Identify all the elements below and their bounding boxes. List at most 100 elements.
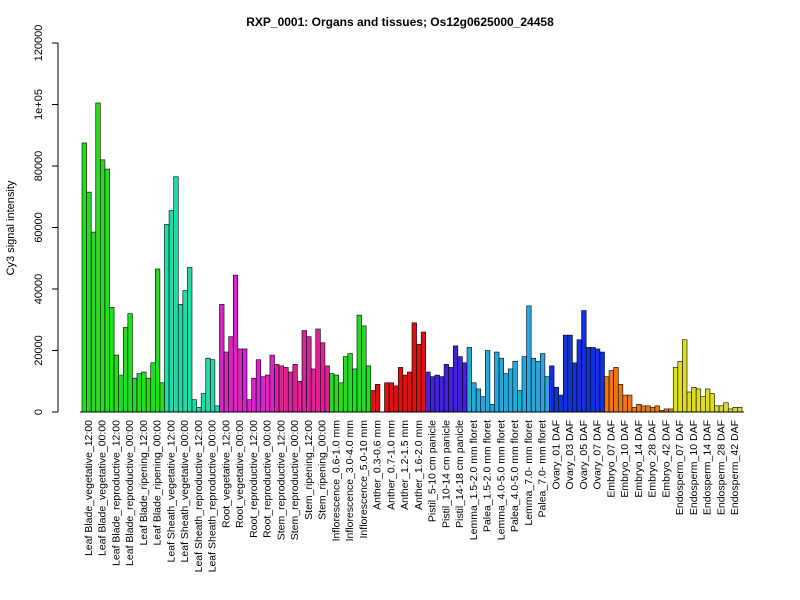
bar xyxy=(150,362,156,413)
bar xyxy=(173,176,179,413)
bar xyxy=(530,357,537,413)
bar xyxy=(407,371,413,413)
bar xyxy=(283,367,289,413)
bar xyxy=(219,304,225,413)
bar xyxy=(370,390,376,413)
x-tick-label: Ovary_05 DAF xyxy=(578,420,590,489)
x-tick-label: Pistil_5-10 cm panicle xyxy=(427,420,439,522)
bar xyxy=(90,231,97,413)
bar xyxy=(700,396,706,413)
bar xyxy=(136,373,142,413)
bar xyxy=(576,339,582,413)
bar xyxy=(306,336,312,413)
bar xyxy=(292,364,298,413)
bar xyxy=(654,405,660,413)
bar xyxy=(540,353,546,413)
x-tick-label: Lemma_1.5-2.0 mm floret xyxy=(468,420,480,540)
y-tick-label: 40000 xyxy=(33,274,45,305)
bar xyxy=(645,405,651,413)
bar xyxy=(274,364,280,413)
bar xyxy=(521,356,527,413)
bar xyxy=(228,336,234,413)
x-tick-label: Endosperm_42 DAF xyxy=(729,420,741,515)
bar xyxy=(361,325,367,413)
bar xyxy=(443,364,449,413)
x-tick-label: Leaf Sheath_vegetative_00:00 xyxy=(179,420,191,563)
bar xyxy=(132,377,138,413)
x-tick-label: Lemma_4.0-5.0 mm floret xyxy=(495,420,507,540)
y-tick-label: 60000 xyxy=(33,212,45,243)
x-tick-label: Leaf Sheath_reproductive_12:00 xyxy=(193,420,205,573)
bar xyxy=(232,274,239,413)
x-tick-label: Palea_7.0- mm floret xyxy=(537,420,549,518)
bar xyxy=(544,376,550,413)
bar xyxy=(315,328,321,413)
x-tick-label: Pistil_10-14 cm panicle xyxy=(440,420,452,528)
bar xyxy=(159,382,165,413)
bar xyxy=(205,357,211,413)
bar xyxy=(118,374,124,413)
x-tick-label: Lemma_7.0- mm floret xyxy=(523,420,535,526)
bar xyxy=(342,356,349,413)
bar xyxy=(200,393,207,413)
bar xyxy=(320,342,326,413)
bar xyxy=(168,210,174,413)
bar xyxy=(466,347,472,413)
bar xyxy=(631,407,637,413)
bar xyxy=(223,351,229,413)
bar xyxy=(549,365,555,413)
x-tick-label: Leaf Blade_vegetative_12:00 xyxy=(83,420,95,556)
bar xyxy=(141,371,147,413)
y-axis-label: Cy3 signal intensity xyxy=(5,180,17,275)
bar xyxy=(517,390,523,413)
bar xyxy=(265,374,271,413)
x-tick-label: Stem_reproductive_12:00 xyxy=(275,420,287,540)
x-tick-label: Root_reproductive_12:00 xyxy=(248,420,260,538)
bar xyxy=(430,376,436,413)
bar xyxy=(686,391,692,413)
bar xyxy=(494,351,500,413)
y-tick-label: 0 xyxy=(33,409,45,415)
bar xyxy=(191,399,197,413)
bar xyxy=(127,313,133,413)
bar xyxy=(590,347,596,413)
x-tick-label: Anther_0.7-1.0 mm xyxy=(385,420,397,510)
x-tick-label: Leaf Blade_reproductive_12:00 xyxy=(110,420,122,566)
bar xyxy=(416,344,422,413)
bar xyxy=(425,371,431,413)
x-tick-label: Leaf Blade_ripening_00:00 xyxy=(152,420,164,546)
bar xyxy=(682,339,688,413)
bar xyxy=(187,267,193,413)
bar xyxy=(397,367,404,413)
x-tick-label: Stem_ripening_00:00 xyxy=(317,420,329,520)
bar xyxy=(439,376,445,413)
x-tick-label: Embryo_42 DAF xyxy=(660,420,672,498)
bar xyxy=(287,371,294,413)
bar xyxy=(384,382,390,413)
bar xyxy=(599,351,605,413)
bar xyxy=(109,307,115,413)
bar xyxy=(324,365,330,413)
x-tick-label: Leaf Blade_ripening_12:00 xyxy=(138,420,150,546)
bar xyxy=(388,382,394,413)
x-tick-label: Ovary_03 DAF xyxy=(564,420,576,489)
bar xyxy=(113,354,119,413)
bar xyxy=(214,405,220,413)
x-tick-label: Anther_0.3-0.6 mm xyxy=(372,420,384,510)
x-tick-label: Inflorescence_5.0-10 mm xyxy=(358,420,370,539)
bar xyxy=(535,360,541,413)
bar xyxy=(562,334,569,413)
bar xyxy=(182,290,188,413)
bar xyxy=(434,374,440,413)
x-tick-label: Palea_4.0-5.0 mm floret xyxy=(509,420,521,532)
bar xyxy=(81,142,87,413)
bar xyxy=(329,373,335,413)
x-tick-label: Leaf Blade_vegetative_00:00 xyxy=(97,420,109,556)
y-tick-label: 80000 xyxy=(33,151,45,182)
bar xyxy=(242,348,248,413)
bar xyxy=(278,365,284,413)
x-tick-label: Endosperm_28 DAF xyxy=(715,420,727,515)
bar xyxy=(338,382,344,413)
bar xyxy=(604,376,610,413)
x-tick-label: Inflorescence_0.6-1.0 mm xyxy=(330,420,342,542)
